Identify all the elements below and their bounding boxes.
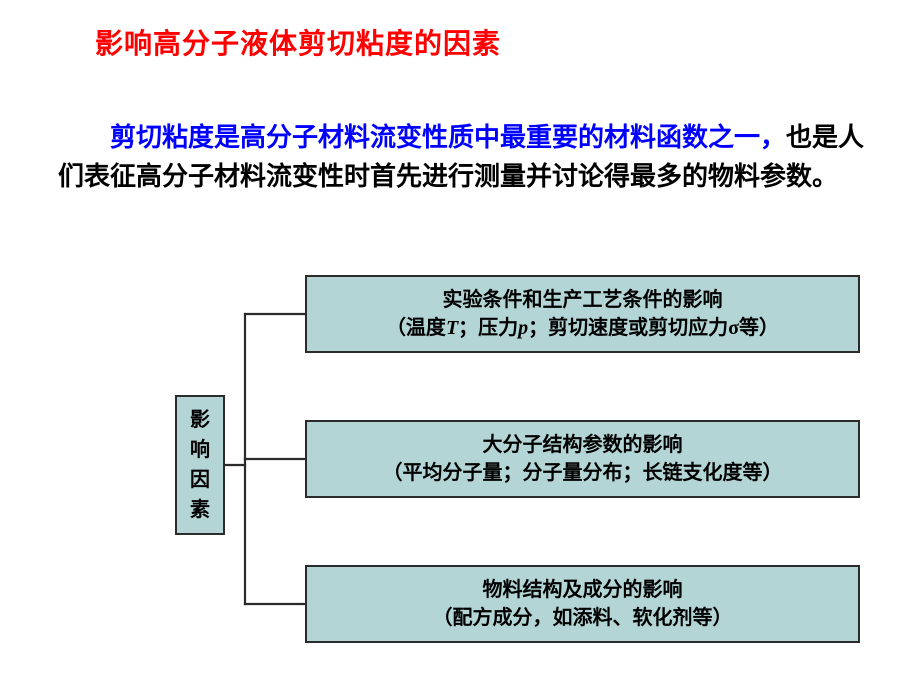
root-factor-box: 影 响 因 素: [175, 395, 225, 535]
root-char-1: 影: [190, 405, 210, 435]
paragraph-highlight: 剪切粘度是高分子材料流变性质中最重要的材料函数之一，: [110, 123, 786, 152]
bracket-connector: [225, 275, 305, 645]
factors-diagram: 影 响 因 素 实验条件和生产工艺条件的影响 （温度T；压力p；剪切速度或剪切应…: [175, 275, 865, 645]
factor-item-2: 大分子结构参数的影响 （平均分子量；分子量分布；长链支化度等）: [305, 420, 860, 498]
root-char-2: 响: [190, 435, 210, 465]
factor-item-3-title: 物料结构及成分的影响: [483, 576, 683, 604]
factor-item-1-detail: （温度T；压力p；剪切速度或剪切应力σ等）: [386, 314, 779, 342]
factor-item-1: 实验条件和生产工艺条件的影响 （温度T；压力p；剪切速度或剪切应力σ等）: [305, 275, 860, 353]
factor-item-1-title: 实验条件和生产工艺条件的影响: [443, 286, 723, 314]
slide: 影响高分子液体剪切粘度的因素 剪切粘度是高分子材料流变性质中最重要的材料函数之一…: [0, 0, 920, 690]
factor-item-3: 物料结构及成分的影响 （配方成分，如添料、软化剂等）: [305, 565, 860, 643]
root-char-4: 素: [190, 495, 210, 525]
factor-item-3-detail: （配方成分，如添料、软化剂等）: [433, 604, 733, 632]
intro-paragraph: 剪切粘度是高分子材料流变性质中最重要的材料函数之一，也是人们表征高分子材料流变性…: [58, 118, 868, 196]
factor-item-2-detail: （平均分子量；分子量分布；长链支化度等）: [383, 459, 783, 487]
root-char-3: 因: [190, 465, 210, 495]
slide-title: 影响高分子液体剪切粘度的因素: [95, 22, 501, 62]
factor-item-2-title: 大分子结构参数的影响: [483, 431, 683, 459]
